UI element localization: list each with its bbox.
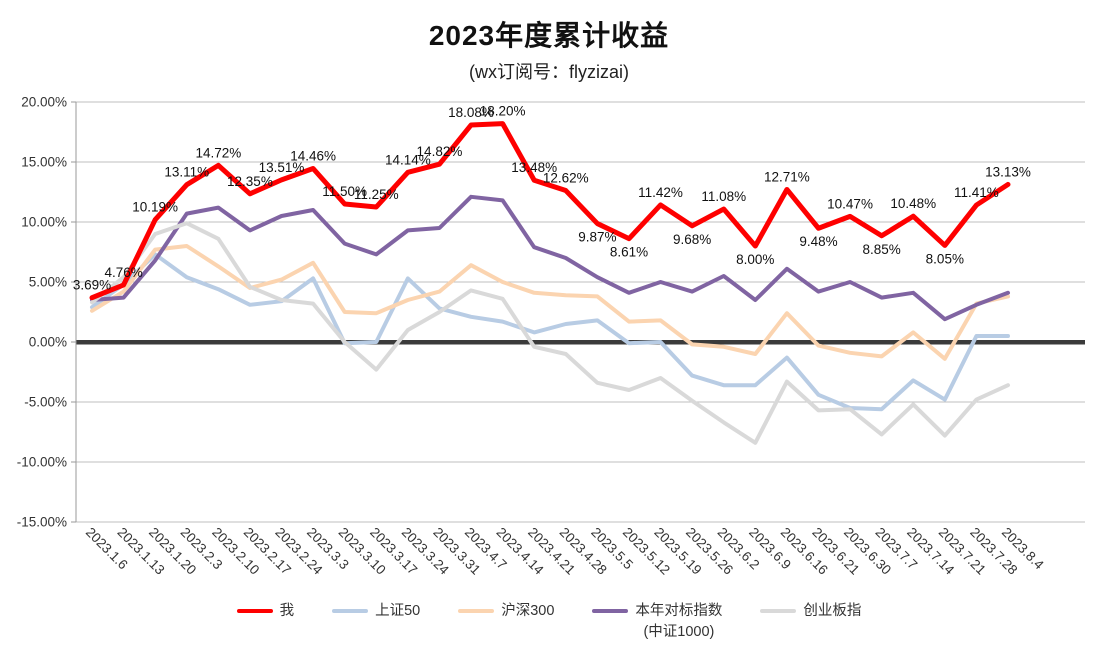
me-data-label: 14.14% [385,152,431,167]
me-data-label: 9.68% [673,232,711,247]
chart-subtitle: (wx订阅号：flyzizai) [469,62,629,82]
me-data-label: 10.47% [827,196,873,211]
legend-swatch-csi300 [458,609,495,613]
me-data-label: 11.41% [954,185,999,200]
me-data-label: 10.19% [132,200,178,215]
y-axis-label: 15.00% [21,155,67,170]
me-data-label: 11.25% [354,187,399,202]
me-data-label: 13.11% [164,165,209,180]
y-axis-label: 0.00% [29,335,67,350]
legend-label-chinext: 创业板指 [803,603,862,619]
csi300-line [90,244,1010,361]
legend-swatch-benchmark-csi1000 [592,609,629,613]
me-data-label: 8.61% [610,245,648,260]
me-data-label: 4.76% [104,265,142,280]
me-data-label: 12.62% [543,171,589,186]
legend-item-me: 我 [236,601,295,622]
y-axis-label: 20.00% [21,95,67,110]
legend-swatch-chinext [760,609,797,613]
me-data-label: 11.08% [701,189,746,204]
legend-item-sse50: 上证50 [332,601,420,622]
y-axis-label: 10.00% [21,215,67,230]
y-axis-label: -10.00% [17,455,67,470]
legend-label-me: 我 [279,603,295,619]
me-data-label: 11.42% [638,185,683,200]
chinext-line [90,221,1010,445]
me-data-label: 13.51% [259,160,305,175]
benchmark-csi1000-line [90,194,1010,322]
y-axis-label: 5.00% [29,275,67,290]
me-data-label: 8.85% [863,242,901,257]
legend-item-csi300: 沪深300 [458,601,554,622]
me-data-label: 18.20% [480,104,526,119]
me-data-label: 11.50% [322,184,367,199]
legend-item-chinext: 创业板指 [760,601,861,622]
me-data-label: 18.08% [448,105,494,120]
y-axis-label: -5.00% [24,395,67,410]
me-data-label: 14.82% [417,144,463,159]
me-data-label: 13.13% [985,164,1031,179]
me-data-label: 12.71% [764,169,810,184]
y-axis-label: -15.00% [17,515,67,530]
legend-swatch-sse50 [332,609,369,613]
me-data-label: 14.46% [290,148,336,163]
legend-label-sse50: 上证50 [375,603,421,619]
me-data-label: 12.35% [227,174,273,189]
me-data-label: 13.48% [511,160,557,175]
sse50-line [90,252,1010,412]
legend-label-csi300: 沪深300 [501,603,555,619]
me-data-label: 10.48% [890,196,936,211]
me-data-label: 8.05% [926,251,964,266]
legend-label-benchmark-csi1000: 本年对标指数 (中证1000) [635,603,723,641]
chart-title: 2023年度累计收益 [428,20,670,51]
legend: 我 上证50 沪深300 本年对标指数 (中证1000) 创业板指 [0,601,1098,643]
me-data-label: 9.48% [799,234,837,249]
me-data-label: 14.72% [195,145,241,160]
legend-item-benchmark-csi1000: 本年对标指数 (中证1000) [592,601,722,643]
me-data-label: 8.00% [736,252,774,267]
legend-swatch-me [236,609,273,613]
me-line [89,121,1011,301]
me-data-label: 9.87% [578,230,616,245]
me-data-label: 3.69% [73,278,111,293]
